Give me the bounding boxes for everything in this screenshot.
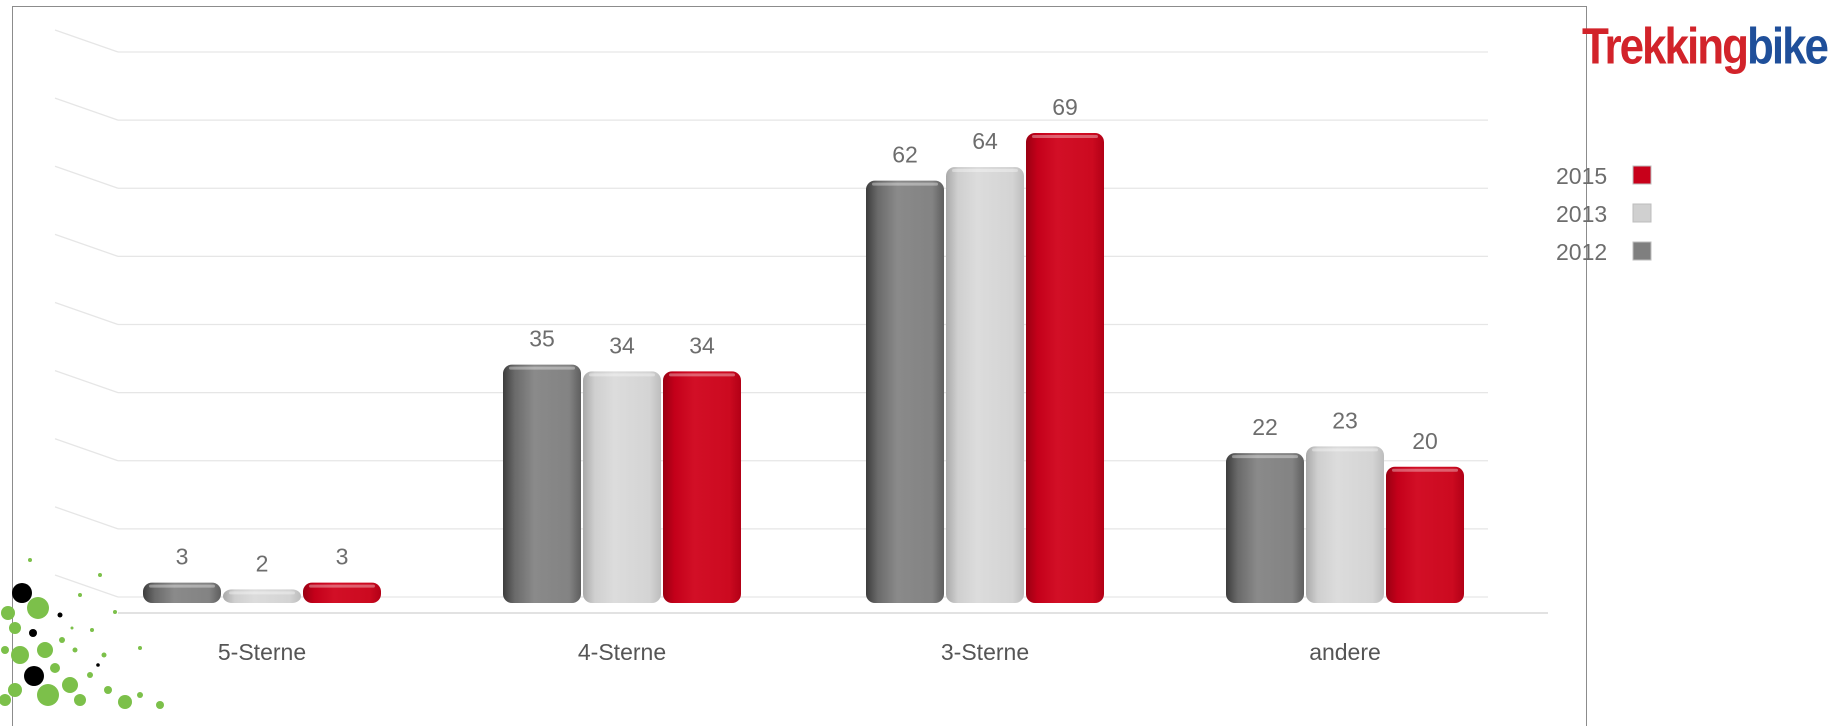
- decor-dot: [101, 652, 107, 658]
- data-label: 22: [1252, 414, 1278, 440]
- bar-2012-4-Sterne: [503, 364, 581, 603]
- decor-dot: [1, 606, 15, 620]
- gridline-depth: [54, 233, 119, 257]
- bar-2013-4-Sterne: [583, 371, 661, 603]
- legend-swatch: [1632, 203, 1652, 223]
- bar-2012-5-Sterne: [143, 582, 221, 603]
- data-label: 35: [529, 326, 555, 352]
- category-label: 5-Sterne: [218, 639, 306, 665]
- bar-highlight: [229, 591, 295, 595]
- decor-dot: [1, 646, 9, 654]
- data-label: 2: [256, 550, 269, 576]
- legend: 2015 2013 2012: [1556, 163, 1652, 265]
- decor-dot: [156, 701, 164, 709]
- data-label: 34: [609, 332, 635, 358]
- decor-dot: [137, 692, 143, 698]
- legend-swatch: [1632, 165, 1652, 185]
- bar-highlight: [1312, 448, 1378, 452]
- gridline-depth: [54, 438, 119, 462]
- legend-label: 2013: [1556, 201, 1607, 227]
- category-label: andere: [1309, 639, 1381, 665]
- bar-highlight: [872, 182, 938, 186]
- bar-2015-andere: [1386, 466, 1464, 603]
- decor-dot: [29, 629, 37, 637]
- decor-dot: [113, 610, 117, 614]
- bar-highlight: [589, 373, 655, 377]
- decor-dot: [28, 558, 32, 562]
- gridline-depth: [54, 301, 119, 326]
- data-label: 69: [1052, 94, 1078, 120]
- gridline-depth: [54, 370, 119, 394]
- data-label: 64: [972, 128, 998, 154]
- chart-frame: [12, 6, 1587, 726]
- decor-dot: [0, 694, 11, 706]
- category-label: 4-Sterne: [578, 639, 666, 665]
- legend-swatch: [1632, 241, 1652, 261]
- decor-dot: [37, 684, 59, 706]
- decor-dot: [90, 628, 94, 632]
- gridline-depth: [54, 506, 119, 530]
- decor-dot: [12, 583, 32, 603]
- decor-dot: [59, 637, 65, 643]
- category-label: 3-Sterne: [941, 639, 1029, 665]
- decor-dot: [98, 573, 102, 577]
- decor-dot: [118, 695, 132, 709]
- decor-dot: [87, 672, 93, 678]
- gridline-depth: [54, 165, 119, 189]
- bar-highlight: [509, 366, 575, 370]
- decor-dot: [74, 694, 86, 706]
- data-label: 20: [1412, 428, 1438, 454]
- gridline-depth: [54, 97, 119, 121]
- bar-highlight: [669, 373, 735, 377]
- decor-dot: [72, 647, 78, 653]
- decor-dot: [27, 597, 49, 619]
- decor-dot: [62, 677, 78, 693]
- bars: [143, 132, 1464, 603]
- data-label: 62: [892, 142, 918, 168]
- data-label: 34: [689, 332, 715, 358]
- decor-dot: [96, 663, 100, 667]
- decor-dot: [70, 626, 74, 630]
- category-labels: 5-Sterne 4-Sterne 3-Sterne andere: [218, 639, 1381, 665]
- data-label: 3: [176, 544, 189, 570]
- logo-text-bike: bike: [1746, 18, 1829, 75]
- bar-2012-andere: [1226, 453, 1304, 603]
- bar-highlight: [952, 169, 1018, 172]
- logo-text-trekking: Trekking: [1582, 18, 1749, 75]
- bar-highlight: [309, 584, 375, 588]
- decor-dot: [78, 593, 82, 597]
- data-label: 23: [1332, 407, 1358, 433]
- bar-2013-5-Sterne: [223, 589, 301, 603]
- gridline-depth: [54, 29, 119, 53]
- decor-dot: [8, 683, 22, 697]
- bar-2015-4-Sterne: [663, 371, 741, 603]
- legend-label: 2012: [1556, 239, 1607, 265]
- bar-2013-andere: [1306, 446, 1384, 603]
- bar-2015-3-Sterne: [1026, 132, 1104, 603]
- decor-dot: [9, 622, 21, 634]
- bar-highlight: [1232, 455, 1298, 459]
- decor-dot: [138, 646, 142, 650]
- bar-2013-3-Sterne: [946, 167, 1024, 603]
- decor-dot: [104, 686, 112, 694]
- gridlines: [54, 29, 1548, 614]
- decor-dot: [24, 666, 44, 686]
- bar-2012-3-Sterne: [866, 180, 944, 603]
- gridline-depth: [54, 574, 119, 598]
- bar-highlight: [1392, 468, 1458, 472]
- bar-highlight: [149, 584, 215, 588]
- decor-dot: [11, 646, 29, 664]
- legend-label: 2015: [1556, 163, 1607, 189]
- trekkingbike-logo: Trekkingbike: [1582, 18, 1829, 75]
- bar-highlight: [1032, 134, 1098, 138]
- bar-2015-5-Sterne: [303, 582, 381, 603]
- decor-dot: [37, 642, 53, 658]
- green-dots-decoration: [0, 558, 164, 709]
- decor-dot: [50, 663, 60, 673]
- decor-dot: [57, 612, 63, 618]
- data-label: 3: [336, 544, 349, 570]
